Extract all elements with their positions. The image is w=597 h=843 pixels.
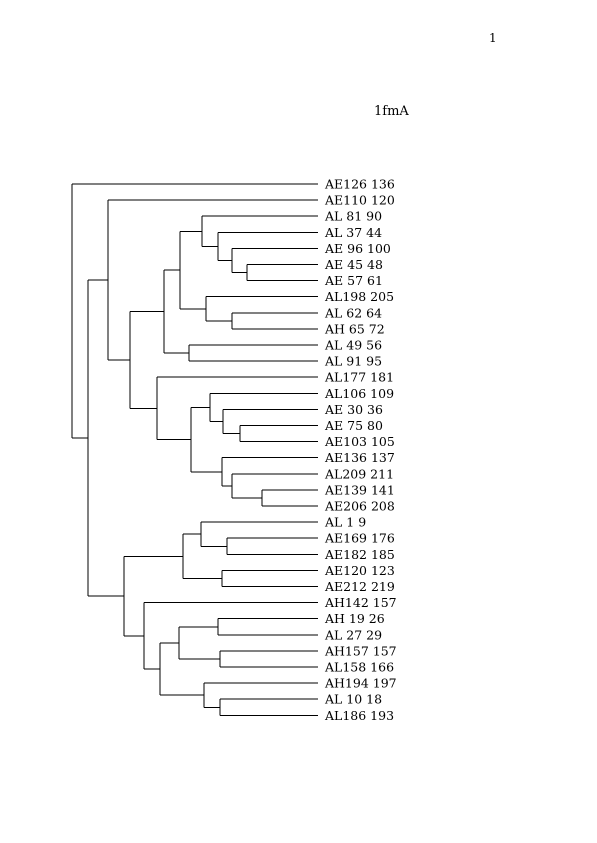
leaf-label: AE139 141 xyxy=(324,482,395,497)
leaf-label: AH157 157 xyxy=(324,643,397,658)
leaf-label: AE110 120 xyxy=(324,193,395,208)
leaf-label: AL 27 29 xyxy=(324,627,382,642)
leaf-label: AE120 123 xyxy=(324,563,395,578)
dendrogram-branches xyxy=(71,183,318,716)
leaf-label: AL 37 44 xyxy=(324,225,382,240)
leaf-label: AL 1 9 xyxy=(324,515,366,530)
leaf-label: AE182 185 xyxy=(324,547,395,562)
leaf-label: AL106 109 xyxy=(324,386,394,401)
leaf-label: AH 65 72 xyxy=(324,321,385,336)
leaf-label: AE169 176 xyxy=(324,531,395,546)
leaf-label: AH194 197 xyxy=(324,676,397,691)
leaf-label: AL198 205 xyxy=(324,289,394,304)
leaf-label: AE126 136 xyxy=(324,177,395,192)
leaf-label: AL 49 56 xyxy=(324,338,382,353)
leaf-label: AE 57 61 xyxy=(324,273,383,288)
leaf-label: AE206 208 xyxy=(324,499,395,514)
leaf-label: AE 75 80 xyxy=(324,418,383,433)
leaf-label: AL186 193 xyxy=(324,708,394,723)
page-number: 1 xyxy=(489,31,497,45)
leaf-label: AH 19 26 xyxy=(324,611,385,626)
leaf-label: AE 45 48 xyxy=(324,257,383,272)
leaf-label: AE136 137 xyxy=(324,450,395,465)
leaf-label: AE212 219 xyxy=(324,579,395,594)
leaf-label: AE103 105 xyxy=(324,434,395,449)
leaf-label: AL158 166 xyxy=(324,660,394,675)
leaf-label: AL177 181 xyxy=(324,370,394,385)
leaf-label: AL 81 90 xyxy=(324,209,382,224)
leaf-label: AL 91 95 xyxy=(324,354,382,369)
dendrogram-title: 1fmA xyxy=(374,104,409,119)
leaf-label: AL 10 18 xyxy=(324,692,382,707)
leaf-label: AL 62 64 xyxy=(324,305,382,320)
leaf-label: AE 30 36 xyxy=(324,402,383,417)
leaf-label: AH142 157 xyxy=(324,595,397,610)
leaf-label: AE 96 100 xyxy=(324,241,391,256)
leaf-label: AL209 211 xyxy=(324,466,394,481)
